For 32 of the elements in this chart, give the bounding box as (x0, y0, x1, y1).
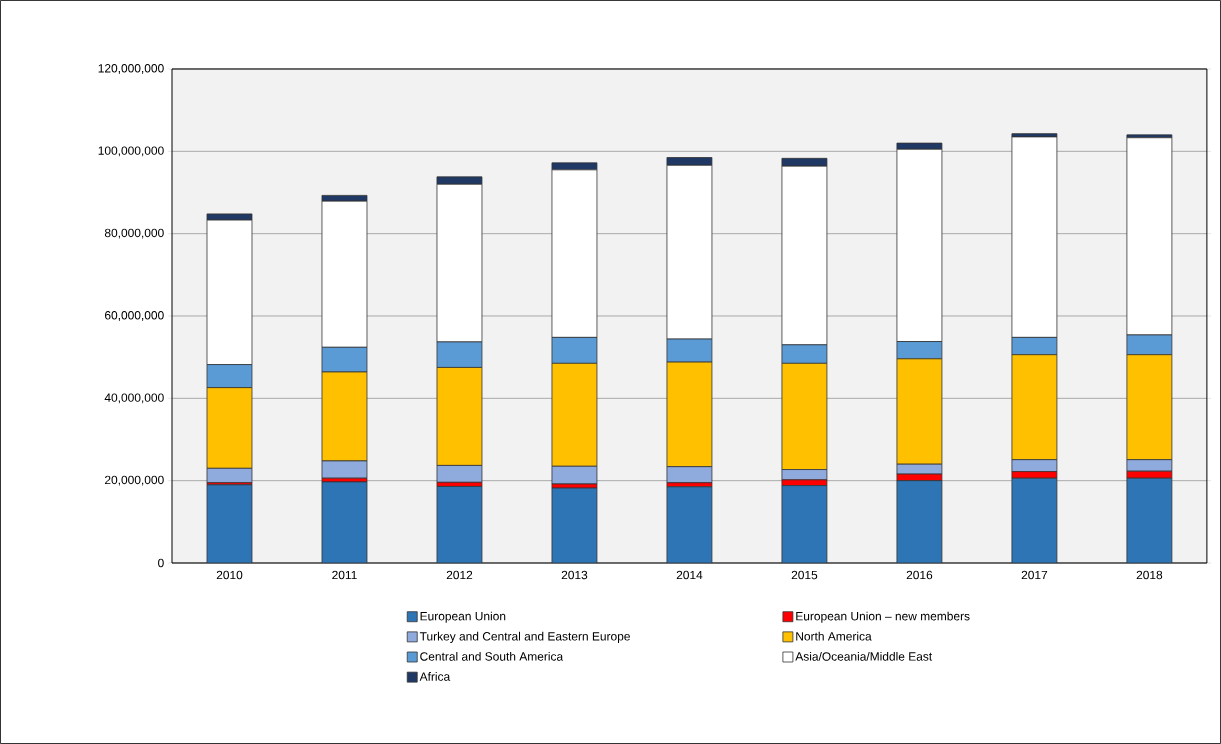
y-tick-label: 100,000,000 (98, 146, 164, 157)
y-tick-label: 60,000,000 (105, 311, 164, 321)
bar (896, 480, 943, 563)
legend-label: Asia/Oceania/Middle East (795, 651, 933, 661)
bar (781, 485, 828, 563)
bar (666, 486, 713, 563)
legend-label: North America (796, 631, 872, 641)
x-tick-label: 2010 (216, 570, 243, 580)
x-tick-label: 2018 (1136, 570, 1163, 580)
y-tick-label: 40,000,000 (104, 393, 164, 404)
x-tick-label: 2016 (906, 570, 933, 580)
x-tick-label: 2011 (332, 570, 357, 580)
y-tick-label: 20,000,000 (104, 475, 164, 486)
bar (321, 481, 368, 563)
x-tick-label: 2017 (1021, 570, 1048, 580)
bar (206, 484, 253, 563)
legend-label: European Union (420, 611, 506, 623)
legend-label: Central and South America (420, 651, 564, 661)
x-tick-label: 2013 (561, 570, 588, 580)
y-tick-label: 0 (158, 558, 164, 568)
bar (1126, 477, 1173, 563)
x-tick-label: 2014 (676, 570, 703, 580)
legend-label: Turkey and Central and Eastern Europe (419, 631, 630, 643)
bar (1011, 477, 1058, 563)
bar (436, 486, 483, 563)
bar (551, 487, 598, 563)
legend-label: Africa (419, 672, 451, 681)
x-tick-label: 2015 (791, 570, 818, 580)
legend-label: European Union – new members (796, 611, 970, 623)
y-tick-label: 80,000,000 (104, 228, 164, 239)
y-tick-label: 120,000,000 (98, 64, 164, 74)
x-tick-label: 2012 (446, 570, 473, 580)
